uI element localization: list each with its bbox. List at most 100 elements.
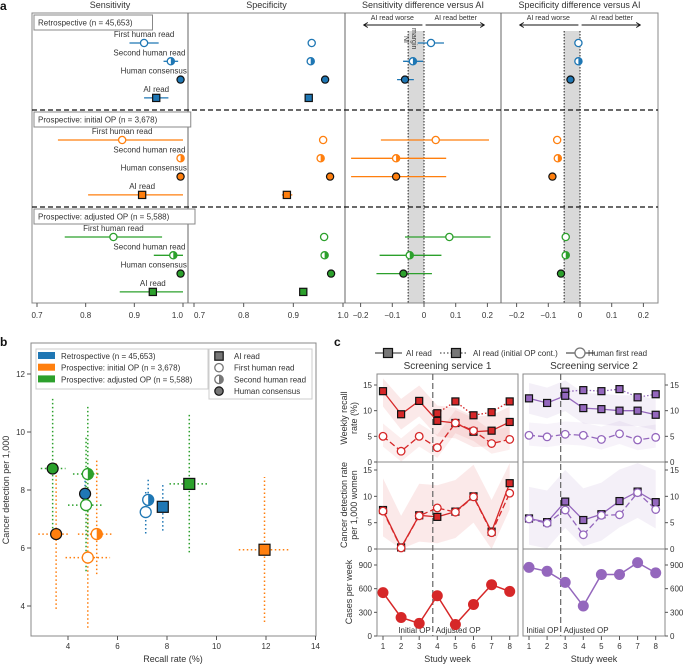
y-tick-label: 900: [670, 561, 684, 570]
human-first-read-recall-point: [432, 443, 442, 453]
legend-ai-cont-marker: [450, 347, 462, 359]
cases-point: [577, 600, 589, 612]
ai-read-marker: [299, 287, 308, 297]
cases-point: [614, 568, 625, 580]
human-consensus-marker: [46, 462, 59, 475]
y-tick-label: 15: [363, 466, 372, 475]
x-tick-label: 4: [435, 642, 440, 651]
row-label: First human read: [92, 127, 152, 136]
ai-read-recall-point: [378, 387, 388, 396]
ai-read-initial-op-cont-point: [469, 411, 478, 420]
group-label-box: [33, 208, 196, 225]
human-first-read-cdr-point: [487, 528, 497, 538]
ai-read-cdr-point: [615, 496, 624, 506]
y-tick-label: 0: [368, 632, 373, 641]
cases-point: [632, 557, 644, 569]
human-consensus-marker: [556, 269, 566, 278]
y-tick-label: 12: [16, 370, 25, 379]
x-tick-label: 12: [262, 642, 271, 651]
cases-point: [523, 561, 535, 573]
panel-a-label: a: [0, 0, 7, 13]
ai-read-initial-op-cont-point: [451, 397, 460, 406]
group-label-box: [33, 14, 153, 31]
y-tick-label: 4: [21, 602, 26, 611]
y-axis-label: Cancer detection per 1,000: [1, 436, 11, 545]
cases-point: [449, 619, 461, 631]
y-tick-label: 15: [363, 381, 372, 390]
cases-point: [650, 567, 662, 579]
better-arrow-icon: [581, 22, 642, 28]
ai-read-initial-op-cont-point: [633, 393, 642, 402]
marker-legend: [208, 348, 313, 400]
ai-read-initial-op-cont-point: [487, 408, 496, 417]
x-tick-label: 6: [617, 642, 622, 651]
ai-read-marker: [152, 93, 161, 103]
first-human-read-marker: [445, 232, 454, 242]
x-tick-label: 0.7: [31, 311, 43, 320]
panel-c-label: c: [334, 335, 341, 349]
ai-read-initial-op-cont-point: [597, 387, 606, 396]
y-tick-label: 10: [363, 407, 372, 416]
ni-margin-label: margin: [410, 28, 417, 50]
human-first-read-cdr-point: [396, 543, 406, 553]
ai-read-recall-point: [505, 417, 514, 427]
service-frame: [376, 373, 519, 637]
human-first-read-cdr-point: [615, 510, 624, 520]
x-tick-label: 0: [578, 311, 583, 320]
human-consensus-marker: [326, 269, 336, 278]
x-tick-label: 0.9: [129, 311, 141, 320]
cases-point: [541, 565, 553, 577]
x-tick-label: −0.1: [384, 311, 400, 320]
human-consensus-marker: [176, 75, 185, 84]
human-first-read-recall-point: [633, 435, 643, 445]
y-tick-label: 600: [670, 585, 684, 594]
cases-point: [377, 587, 389, 599]
legend-label: Human consensus: [234, 387, 300, 396]
x-tick-label: 4: [581, 642, 586, 651]
ai-read-recall-point: [487, 426, 496, 435]
x-tick-label: 0.8: [80, 311, 92, 320]
second-human-read-half-fill: [320, 154, 325, 162]
y-tick-label: 0: [368, 545, 373, 554]
first-human-read-marker: [319, 232, 329, 242]
row-label: AI read: [129, 182, 155, 191]
x-tick-label: 7: [489, 642, 494, 651]
cases-point: [595, 568, 607, 580]
legend-label: First human read: [234, 364, 294, 373]
ni-margin-band: [408, 31, 424, 303]
first-human-read-marker: [561, 232, 570, 242]
legend-ai-marker: [382, 347, 394, 359]
ai-read-marker: [156, 500, 169, 513]
x-tick-label: 0.2: [482, 311, 494, 320]
row-label: Second human read: [113, 242, 185, 251]
human-first-read-recall-point: [414, 431, 424, 441]
y-tick-label: 900: [359, 561, 373, 570]
cases-point: [413, 617, 425, 629]
ai-read-recall-point: [524, 394, 534, 403]
confidence-band: [383, 378, 510, 448]
y-axis-label: per 1,000 women: [349, 470, 359, 540]
second-human-read-half-fill: [170, 57, 175, 65]
initial-op-label: Initial OP: [398, 626, 430, 635]
cohort-legend: [35, 348, 209, 390]
human-first-read-cdr-point: [505, 488, 515, 498]
legend-label: Second human read: [234, 375, 306, 384]
confidence-band: [383, 463, 510, 549]
y-tick-label: 300: [670, 608, 684, 617]
y-tick-label: 5: [670, 432, 675, 441]
column-title: Specificity difference versus AI: [519, 0, 641, 10]
ai-read-better-label: AI read better: [434, 15, 477, 22]
human-first-read-recall-point: [651, 432, 661, 442]
human-consensus-marker: [325, 172, 335, 181]
y-tick-label: 5: [368, 432, 373, 441]
x-tick-label: 6: [115, 642, 120, 651]
x-tick-label: 5: [453, 642, 458, 651]
ai-read-worse-label: AI read worse: [527, 15, 570, 22]
x-tick-label: 0.2: [638, 311, 650, 320]
x-tick-label: 6: [471, 642, 476, 651]
legend-swatch: [38, 363, 55, 371]
panel-b-label: b: [0, 335, 7, 349]
ai-read-better-label: AI read better: [590, 15, 633, 22]
y-axis-label: Weekly recall: [339, 391, 349, 444]
y-tick-label: 300: [359, 608, 373, 617]
